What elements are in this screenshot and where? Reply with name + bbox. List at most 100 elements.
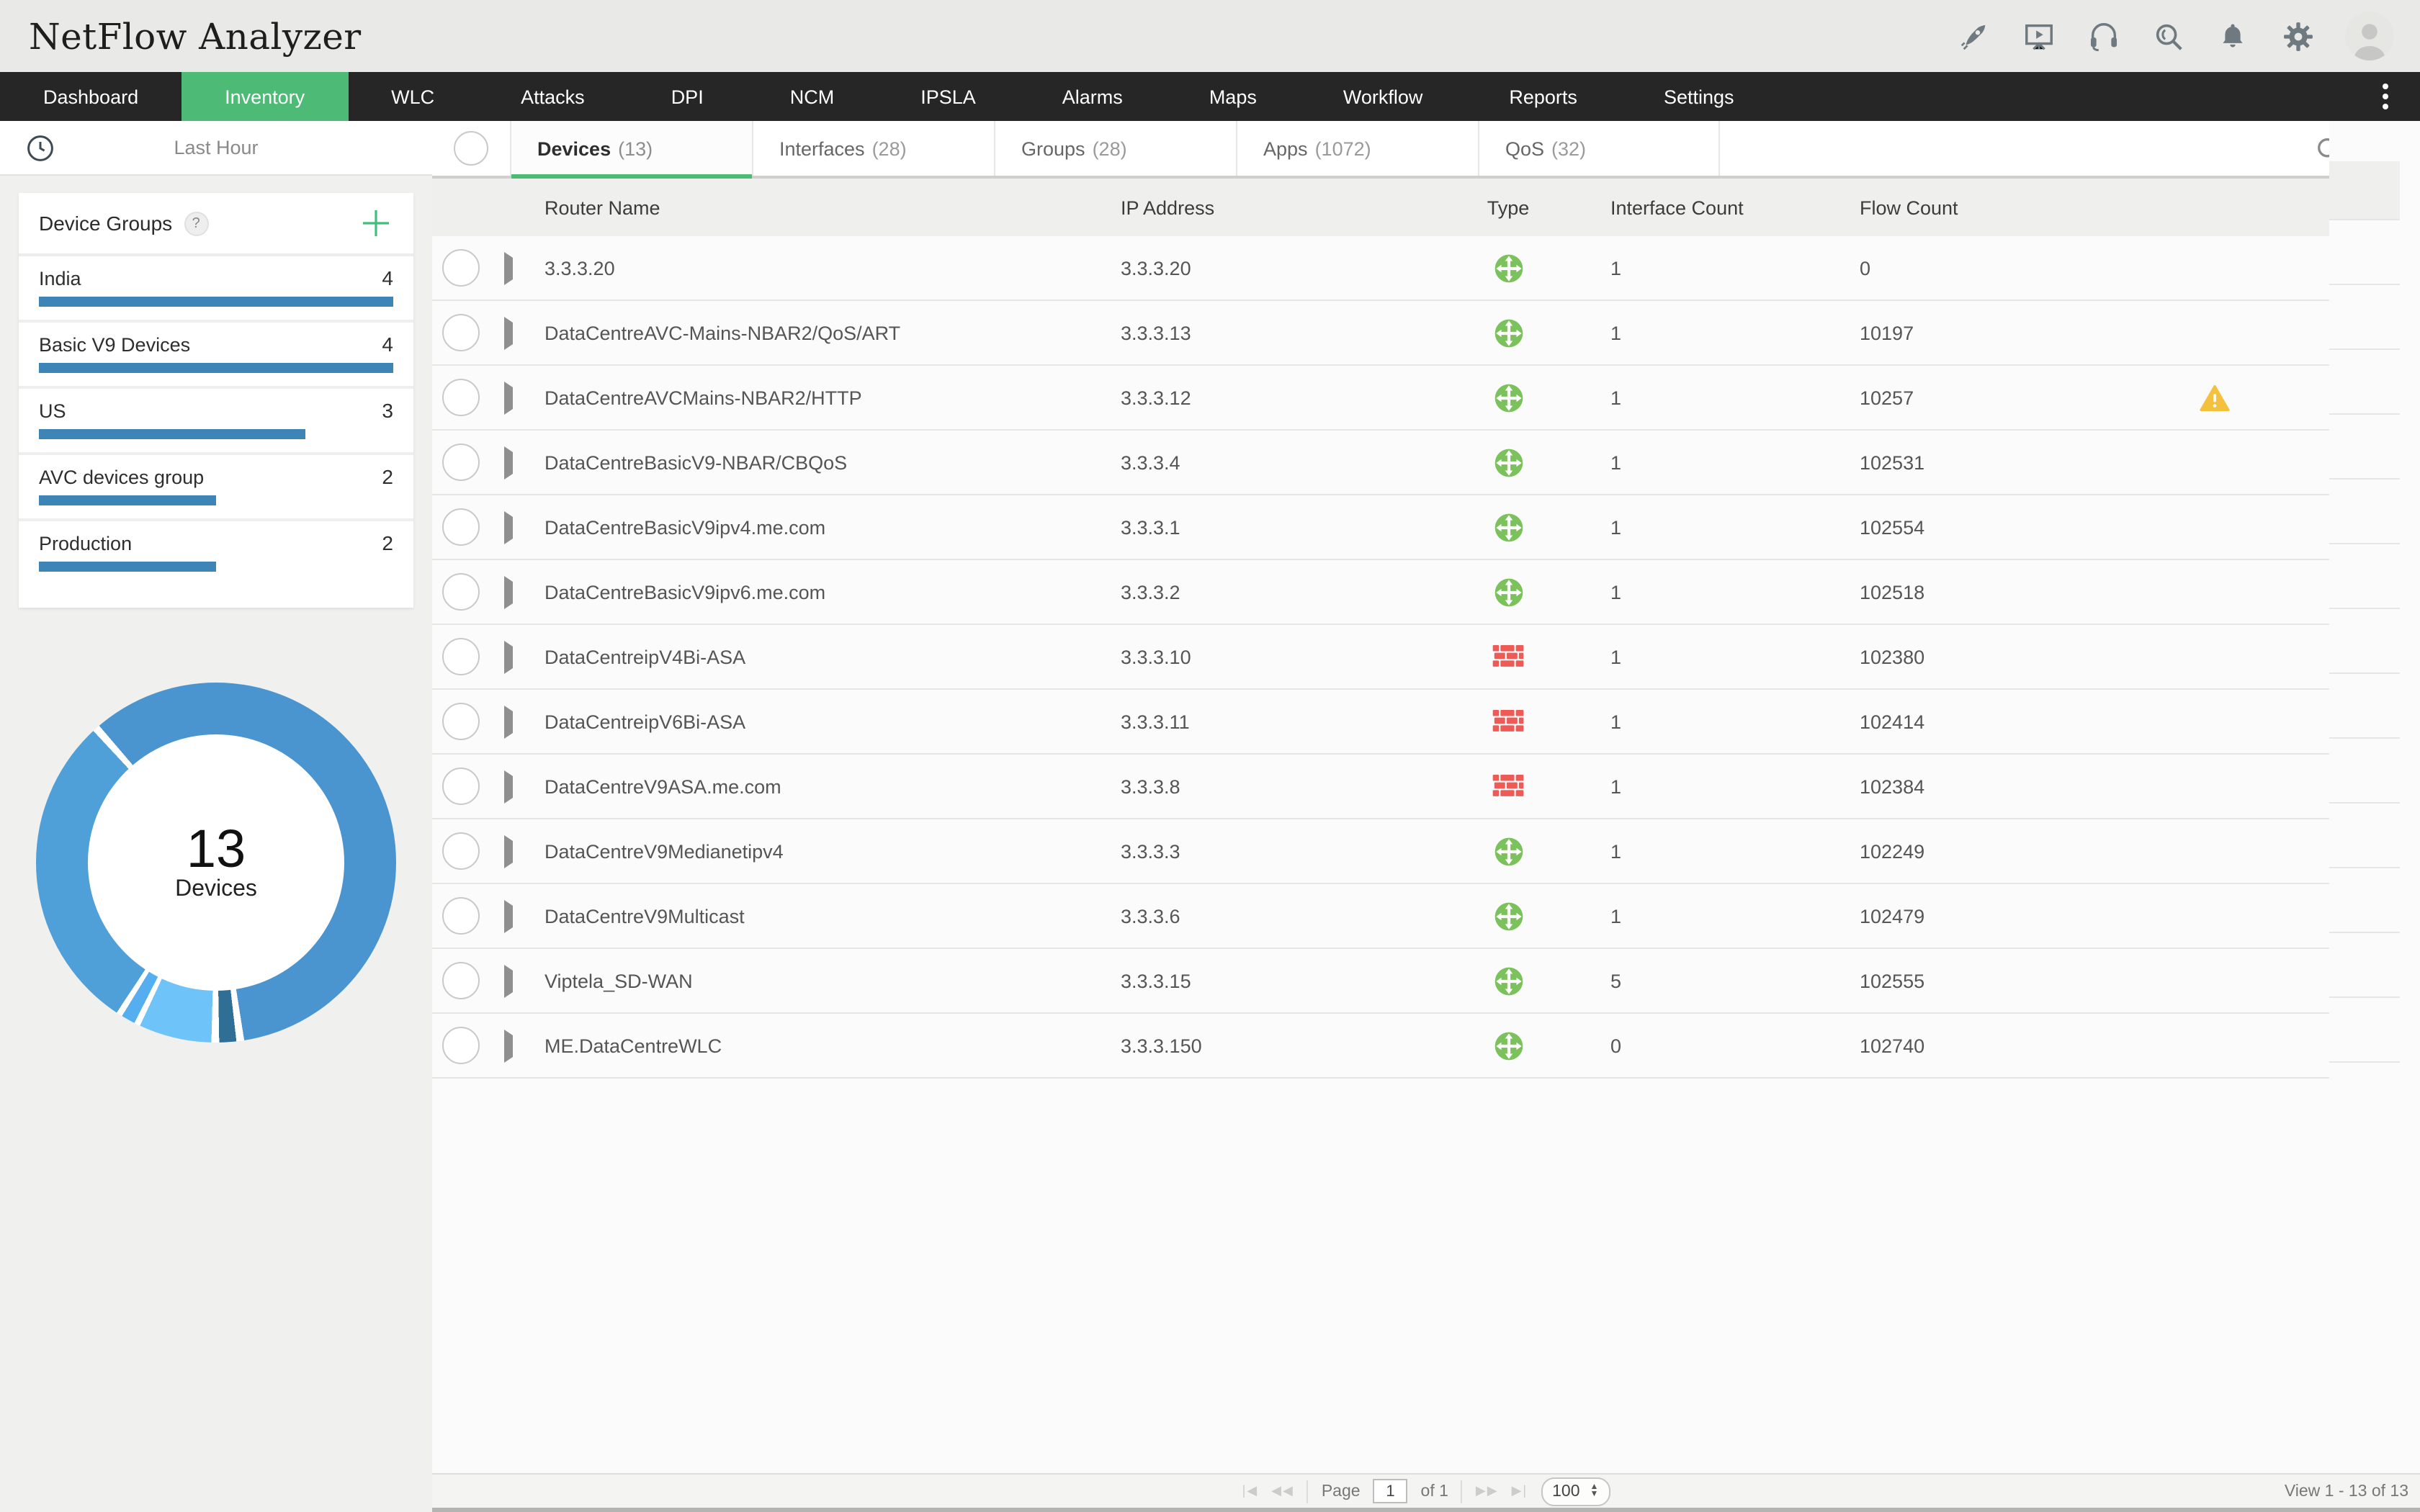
col-ip-address[interactable]: IP Address — [1121, 197, 1215, 218]
col-flow-count[interactable]: Flow Count — [1860, 197, 1958, 218]
device-table-row[interactable]: DataCentreV9ASA.me.com 3.3.3.8 1 102384 — [432, 755, 2329, 819]
col-interface-count[interactable]: Interface Count — [1610, 197, 1744, 218]
page-number-input[interactable]: 1 — [1373, 1479, 1408, 1503]
prev-page-icon[interactable]: ◀◀ — [1271, 1483, 1294, 1498]
expand-caret-icon[interactable] — [504, 964, 513, 997]
expand-caret-icon[interactable] — [504, 251, 513, 284]
expand-caret-icon[interactable] — [504, 1029, 513, 1062]
next-page-icon[interactable]: ▶▶ — [1475, 1483, 1499, 1498]
router-name-cell[interactable]: DataCentreAVC-Mains-NBAR2/QoS/ART — [544, 322, 901, 343]
row-checkbox[interactable] — [442, 444, 480, 481]
device-table-row[interactable]: Viptela_SD-WAN 3.3.3.15 5 102555 — [432, 949, 2329, 1014]
tab-interfaces[interactable]: Interfaces (28) — [752, 121, 994, 176]
nav-item-dpi[interactable]: DPI — [671, 86, 704, 107]
nav-overflow-kebab-icon[interactable] — [2383, 72, 2388, 121]
nav-item-alarms[interactable]: Alarms — [1062, 86, 1123, 107]
nav-item-settings[interactable]: Settings — [1663, 86, 1734, 107]
row-checkbox[interactable] — [442, 768, 480, 805]
user-avatar[interactable] — [2345, 12, 2394, 60]
router-name-cell[interactable]: DataCentreV9Multicast — [544, 905, 745, 927]
device-table-row[interactable]: ME.DataCentreWLC 3.3.3.150 0 102740 — [432, 1014, 2329, 1079]
global-search-icon[interactable] — [2151, 19, 2185, 53]
row-checkbox[interactable] — [442, 638, 480, 675]
device-table-row[interactable]: DataCentreipV6Bi-ASA 3.3.3.11 1 102414 — [432, 690, 2329, 755]
add-device-group-icon[interactable] — [359, 206, 393, 240]
nav-item-inventory[interactable]: Inventory — [182, 72, 349, 121]
router-name-cell[interactable]: ME.DataCentreWLC — [544, 1035, 722, 1056]
expand-caret-icon[interactable] — [504, 510, 513, 544]
row-checkbox[interactable] — [442, 897, 480, 935]
device-table-row[interactable]: DataCentreipV4Bi-ASA 3.3.3.10 1 102380 — [432, 625, 2329, 690]
time-filter-bar[interactable]: Last Hour — [0, 121, 432, 176]
router-name-cell[interactable]: DataCentreV9Medianetipv4 — [544, 840, 784, 862]
device-table-row[interactable]: 3.3.3.20 3.3.3.20 1 0 — [432, 236, 2329, 301]
nav-item-wlc[interactable]: WLC — [391, 86, 435, 107]
device-table-row[interactable]: DataCentreBasicV9ipv6.me.com 3.3.3.2 1 1… — [432, 560, 2329, 625]
expand-caret-icon[interactable] — [504, 899, 513, 932]
row-checkbox[interactable] — [442, 1027, 480, 1064]
warning-triangle-icon[interactable] — [2099, 384, 2329, 411]
row-checkbox[interactable] — [442, 832, 480, 870]
donut-ring[interactable]: 13 Devices — [36, 683, 396, 1043]
rocket-icon[interactable] — [1956, 19, 1991, 53]
expand-caret-icon[interactable] — [504, 446, 513, 479]
row-checkbox[interactable] — [442, 573, 480, 611]
router-name-cell[interactable]: DataCentreBasicV9ipv4.me.com — [544, 516, 826, 538]
expand-caret-icon[interactable] — [504, 705, 513, 738]
router-name-cell[interactable]: DataCentreBasicV9-NBAR/CBQoS — [544, 451, 848, 473]
expand-caret-icon[interactable] — [504, 575, 513, 608]
tab-devices[interactable]: Devices (13) — [510, 121, 752, 179]
nav-item-reports[interactable]: Reports — [1509, 86, 1577, 107]
router-name-cell[interactable]: DataCentreBasicV9ipv6.me.com — [544, 581, 826, 603]
nav-item-dashboard[interactable]: Dashboard — [43, 86, 139, 107]
router-name-cell[interactable]: 3.3.3.20 — [544, 257, 615, 279]
last-page-icon[interactable]: ▶| — [1511, 1483, 1528, 1498]
router-name-cell[interactable]: DataCentreV9ASA.me.com — [544, 775, 781, 797]
select-all-checkbox[interactable] — [432, 121, 510, 176]
expand-caret-icon[interactable] — [504, 640, 513, 673]
help-badge[interactable]: ? — [184, 211, 209, 235]
row-checkbox[interactable] — [442, 249, 480, 287]
bottom-scrollbar-track[interactable] — [432, 1508, 2420, 1512]
spinner-arrows-icon[interactable]: ▲ ▼ — [1590, 1482, 1599, 1498]
nav-item-maps[interactable]: Maps — [1209, 86, 1257, 107]
headset-support-icon[interactable] — [2086, 19, 2120, 53]
expand-caret-icon[interactable] — [504, 770, 513, 803]
row-checkbox[interactable] — [442, 962, 480, 999]
device-group-row[interactable]: US 3 — [19, 389, 413, 455]
first-page-icon[interactable]: |◀ — [1242, 1483, 1259, 1498]
nav-item-workflow[interactable]: Workflow — [1343, 86, 1423, 107]
device-table-row[interactable]: DataCentreBasicV9-NBAR/CBQoS 3.3.3.4 1 1… — [432, 431, 2329, 495]
presentation-play-icon[interactable] — [2021, 19, 2056, 53]
page-size-select[interactable]: 100 ▲ ▼ — [1541, 1477, 1610, 1506]
expand-caret-icon[interactable] — [504, 834, 513, 868]
device-table-row[interactable]: DataCentreV9Medianetipv4 3.3.3.3 1 10224… — [432, 819, 2329, 884]
router-name-cell[interactable]: Viptela_SD-WAN — [544, 970, 693, 991]
settings-gear-icon[interactable] — [2280, 19, 2315, 53]
router-name-cell[interactable]: DataCentreipV4Bi-ASA — [544, 646, 746, 667]
row-checkbox[interactable] — [442, 508, 480, 546]
device-table-row[interactable]: DataCentreBasicV9ipv4.me.com 3.3.3.1 1 1… — [432, 495, 2329, 560]
device-group-row[interactable]: Production 2 — [19, 521, 413, 585]
device-group-row[interactable]: Basic V9 Devices 4 — [19, 323, 413, 389]
tab-groups[interactable]: Groups (28) — [994, 121, 1236, 176]
row-checkbox[interactable] — [442, 703, 480, 740]
col-type[interactable]: Type — [1487, 197, 1530, 218]
nav-item-attacks[interactable]: Attacks — [521, 86, 585, 107]
device-table-row[interactable]: DataCentreAVC-Mains-NBAR2/QoS/ART 3.3.3.… — [432, 301, 2329, 366]
router-name-cell[interactable]: DataCentreipV6Bi-ASA — [544, 711, 746, 732]
device-group-row[interactable]: AVC devices group 2 — [19, 455, 413, 521]
device-table-row[interactable]: DataCentreV9Multicast 3.3.3.6 1 102479 — [432, 884, 2329, 949]
tab-qos[interactable]: QoS (32) — [1478, 121, 1720, 176]
expand-caret-icon[interactable] — [504, 316, 513, 349]
row-checkbox[interactable] — [442, 379, 480, 416]
router-name-cell[interactable]: DataCentreAVCMains-NBAR2/HTTP — [544, 387, 862, 408]
expand-caret-icon[interactable] — [504, 381, 513, 414]
notifications-bell-icon[interactable] — [2215, 19, 2250, 53]
nav-item-ipsla[interactable]: IPSLA — [920, 86, 976, 107]
device-table-row[interactable]: DataCentreAVCMains-NBAR2/HTTP 3.3.3.12 1… — [432, 366, 2329, 431]
row-checkbox[interactable] — [442, 314, 480, 351]
nav-item-ncm[interactable]: NCM — [789, 86, 835, 107]
tab-apps[interactable]: Apps (1072) — [1236, 121, 1478, 176]
device-group-row[interactable]: India 4 — [19, 256, 413, 323]
